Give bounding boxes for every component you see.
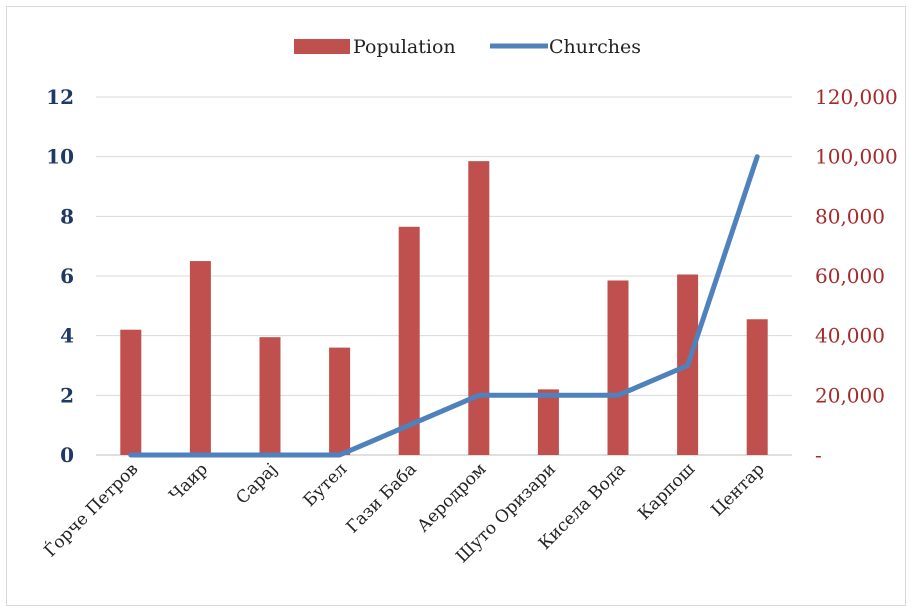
legend-label-churches: Churches	[549, 36, 641, 58]
category-label: Сарај	[232, 459, 281, 508]
right-tick-label: 60,000	[815, 264, 885, 288]
population-bar	[120, 329, 142, 455]
population-bar	[607, 280, 629, 455]
chart-frame	[6, 6, 906, 606]
left-tick-label: 8	[60, 204, 74, 228]
right-tick-label: 100,000	[815, 145, 898, 169]
population-bar	[537, 389, 559, 455]
category-label: Чаир	[166, 459, 212, 505]
legend-swatch-population	[294, 39, 350, 54]
left-tick-label: 6	[60, 264, 74, 288]
right-axis: - 20,000 40,000 60,000 80,000 100,000 120,000	[815, 85, 898, 467]
left-tick-label: 0	[60, 443, 74, 467]
left-axis: 0 2 4 6 8 10 12	[46, 85, 74, 467]
population-bar	[189, 261, 211, 455]
right-tick-label: -	[815, 443, 822, 467]
category-label: Центар	[707, 459, 768, 520]
churches-series-line	[128, 154, 760, 458]
category-label: Гази Баба	[343, 459, 421, 537]
left-tick-label: 2	[60, 383, 74, 407]
right-tick-label: 20,000	[815, 383, 885, 407]
right-tick-label: 80,000	[815, 204, 885, 228]
population-bar	[468, 161, 490, 455]
category-label: Карпош	[634, 459, 699, 524]
population-bar	[746, 319, 768, 455]
churches-line	[128, 154, 760, 458]
legend: Population Churches	[294, 36, 641, 58]
left-tick-label: 4	[60, 324, 74, 348]
right-tick-label: 40,000	[815, 324, 885, 348]
left-tick-label: 12	[46, 85, 74, 109]
population-bars	[120, 161, 768, 455]
population-bar	[259, 337, 281, 455]
population-bar	[398, 226, 420, 455]
right-tick-label: 120,000	[815, 85, 898, 109]
category-label: Ѓорче Петров	[40, 459, 143, 562]
category-label: Аеродром	[413, 459, 490, 536]
category-label: Бутел	[300, 459, 352, 511]
legend-label-population: Population	[353, 36, 456, 58]
population-bar	[329, 347, 351, 455]
left-tick-label: 10	[46, 145, 74, 169]
